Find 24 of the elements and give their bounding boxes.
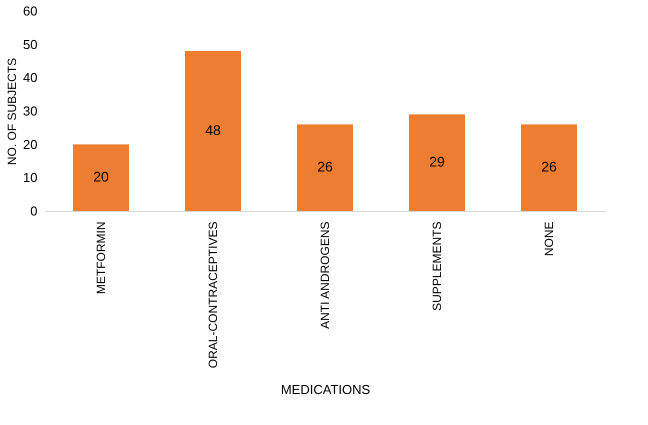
y-tick-label: 10	[23, 170, 38, 186]
y-tick-label: 30	[23, 104, 38, 118]
bar	[73, 144, 129, 211]
bar	[521, 124, 577, 211]
data-label: 26	[541, 158, 557, 175]
x-tick-label: ORAL-CONTRACEPTIVES	[206, 222, 220, 368]
y-tick-label: 0	[30, 204, 38, 218]
x-tick-label: ANTI ANDROGENS	[318, 222, 332, 329]
data-label: 29	[429, 154, 445, 170]
bar	[185, 51, 241, 211]
data-label: 26	[317, 158, 333, 175]
x-tick-label: METFORMIN	[94, 222, 108, 294]
data-label: 20	[93, 168, 109, 185]
x-tick-label: SUPPLEMENTS	[430, 222, 444, 311]
x-axis-title: MEDICATIONS	[280, 382, 370, 398]
y-tick-label: 60	[23, 4, 38, 18]
x-tick-label: NONE	[542, 222, 556, 256]
y-axis-title: NO. OF SUBJECTS	[5, 58, 20, 166]
bar	[297, 124, 353, 211]
y-tick-label: 20	[23, 136, 38, 152]
y-tick-label: 50	[23, 36, 38, 52]
bar	[409, 114, 465, 211]
y-tick-label: 40	[23, 70, 38, 86]
data-label: 48	[205, 122, 221, 138]
